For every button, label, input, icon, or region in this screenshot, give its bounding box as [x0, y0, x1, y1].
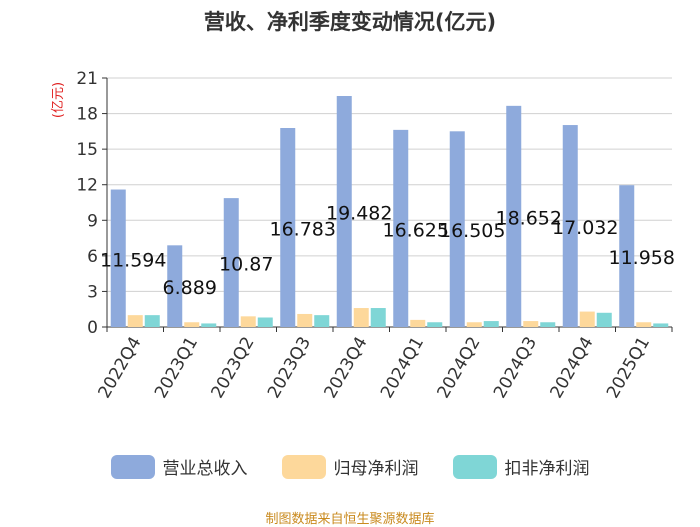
- x-tick-label: 2024Q2: [434, 334, 485, 402]
- bar-1-2023Q3: [297, 313, 313, 327]
- data-label: 6.889: [163, 277, 217, 299]
- bar-2-2022Q4: [144, 315, 160, 327]
- legend-label-deducted-profit: 扣非净利润: [504, 459, 590, 479]
- bar-0-2023Q4: [336, 95, 352, 327]
- bar-2-2024Q2: [483, 321, 499, 327]
- bar-1-2023Q1: [184, 322, 200, 327]
- data-label: 10.87: [219, 254, 273, 276]
- bar-0-2025Q1: [619, 185, 635, 327]
- legend-item-deducted-profit[interactable]: 扣非净利润: [452, 454, 590, 479]
- legend-swatch-revenue: [110, 454, 155, 479]
- y-tick-label: 9: [87, 211, 98, 231]
- bar-2-2023Q4: [370, 308, 386, 327]
- legend-item-revenue[interactable]: 营业总收入: [110, 454, 248, 479]
- bar-2-2023Q1: [201, 323, 217, 327]
- bar-2-2024Q3: [540, 322, 556, 327]
- data-label: 18.652: [496, 207, 562, 229]
- y-tick-label: 18: [76, 105, 98, 125]
- bar-2-2025Q1: [653, 323, 669, 327]
- y-tick-label: 21: [76, 69, 98, 89]
- x-tick-label: 2023Q4: [321, 334, 372, 402]
- bar-0-2023Q3: [280, 128, 296, 327]
- bar-0-2023Q2: [223, 198, 239, 327]
- bar-2-2024Q1: [427, 322, 443, 327]
- legend: 营业总收入 归母净利润 扣非净利润: [0, 454, 700, 479]
- y-tick-label: 12: [76, 176, 98, 196]
- y-axis-unit-label: (亿元): [51, 82, 66, 118]
- data-label: 17.032: [552, 217, 618, 239]
- x-tick-label: 2024Q1: [377, 334, 428, 402]
- bar-0-2024Q2: [449, 131, 465, 327]
- y-tick-label: 0: [87, 318, 98, 338]
- data-label: 11.594: [100, 249, 166, 271]
- x-tick-label: 2023Q3: [264, 334, 315, 402]
- bar-1-2025Q1: [636, 322, 652, 327]
- bar-0-2024Q4: [562, 125, 578, 328]
- bar-2-2024Q4: [596, 312, 612, 327]
- y-tick-label: 15: [76, 140, 98, 160]
- legend-label-net-profit: 归母净利润: [333, 459, 419, 479]
- bar-1-2024Q2: [466, 322, 482, 327]
- data-label: 16.505: [439, 220, 505, 242]
- bar-0-2023Q1: [167, 245, 183, 327]
- bar-1-2022Q4: [127, 315, 143, 327]
- x-tick-label: 2024Q3: [490, 334, 541, 402]
- x-tick-label: 2023Q1: [151, 334, 202, 402]
- x-tick-label: 2022Q4: [95, 334, 146, 402]
- data-label: 11.958: [609, 247, 675, 269]
- bar-0-2022Q4: [110, 189, 126, 327]
- data-label: 16.783: [270, 219, 336, 241]
- bar-1-2024Q1: [410, 319, 426, 327]
- x-tick-label: 2025Q1: [603, 334, 654, 402]
- legend-item-net-profit[interactable]: 归母净利润: [281, 454, 419, 479]
- y-tick-label: 3: [87, 282, 98, 302]
- bar-2-2023Q2: [257, 317, 273, 327]
- legend-label-revenue: 营业总收入: [162, 459, 248, 479]
- data-label: 19.482: [326, 202, 392, 224]
- grid-lines: [107, 77, 672, 292]
- chart-title: 营收、净利季度变动情况(亿元): [203, 10, 497, 34]
- bar-2-2023Q3: [314, 315, 330, 327]
- bar-0-2024Q3: [506, 105, 522, 327]
- data-label: 16.625: [383, 219, 449, 241]
- bar-1-2024Q3: [523, 321, 539, 327]
- bar-1-2024Q4: [579, 311, 595, 327]
- bars: [110, 95, 669, 328]
- bar-1-2023Q4: [353, 308, 369, 327]
- bar-1-2023Q2: [240, 316, 256, 327]
- x-tick-label: 2024Q4: [547, 334, 598, 402]
- legend-swatch-deducted-profit: [452, 454, 497, 479]
- y-tick-label: 6: [87, 247, 98, 267]
- x-tick-label: 2023Q2: [208, 334, 259, 402]
- source-note: 制图数据来自恒生聚源数据库: [265, 512, 435, 527]
- legend-swatch-net-profit: [281, 454, 326, 479]
- bar-0-2024Q1: [393, 129, 409, 327]
